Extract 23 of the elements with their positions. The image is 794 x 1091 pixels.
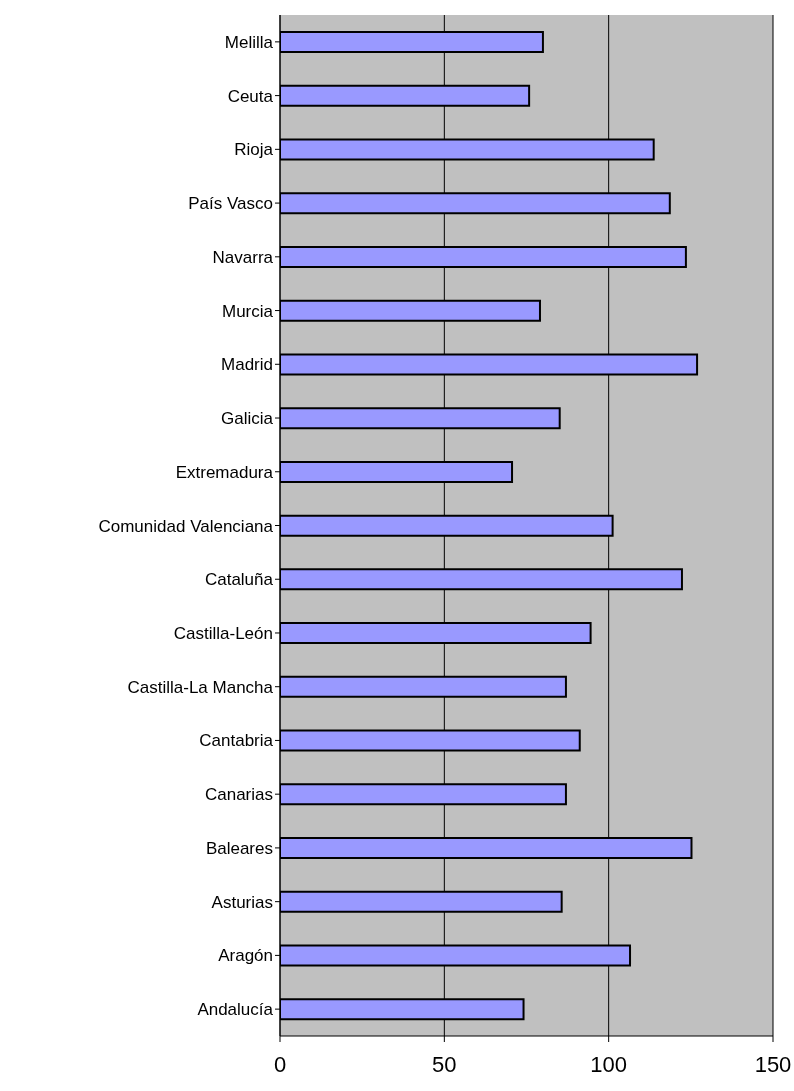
- y-tick-label: Asturias: [211, 892, 273, 912]
- y-tick-label: País Vasco: [188, 194, 273, 214]
- y-tick-label: Ceuta: [227, 86, 274, 106]
- y-tick-label: Baleares: [205, 838, 273, 858]
- x-tick-label: 150: [754, 1051, 792, 1077]
- y-tick-label: Extremadura: [175, 462, 274, 482]
- x-tick-label: 100: [590, 1051, 628, 1077]
- y-tick-label: Comunidad Valenciana: [98, 516, 274, 536]
- y-tick-label: Aragón: [218, 946, 273, 966]
- x-tick-label: 50: [432, 1051, 457, 1077]
- y-tick-label: Cataluña: [204, 570, 274, 590]
- y-tick-label: Madrid: [221, 355, 273, 375]
- y-tick-label: Murcia: [221, 301, 274, 321]
- x-tick-label: 0: [273, 1051, 287, 1077]
- y-tick-label: Navarra: [212, 247, 274, 267]
- y-tick-label: Melilla: [224, 32, 274, 52]
- y-tick-label: Galicia: [221, 409, 274, 429]
- y-tick-label: Canarias: [204, 785, 273, 805]
- y-tick-label: Rioja: [234, 140, 274, 160]
- y-tick-label: Castilla-La Mancha: [127, 677, 274, 697]
- y-tick-label: Andalucía: [197, 1000, 274, 1020]
- y-tick-label: Castilla-León: [173, 624, 273, 644]
- y-tick-label: Cantabria: [199, 731, 274, 751]
